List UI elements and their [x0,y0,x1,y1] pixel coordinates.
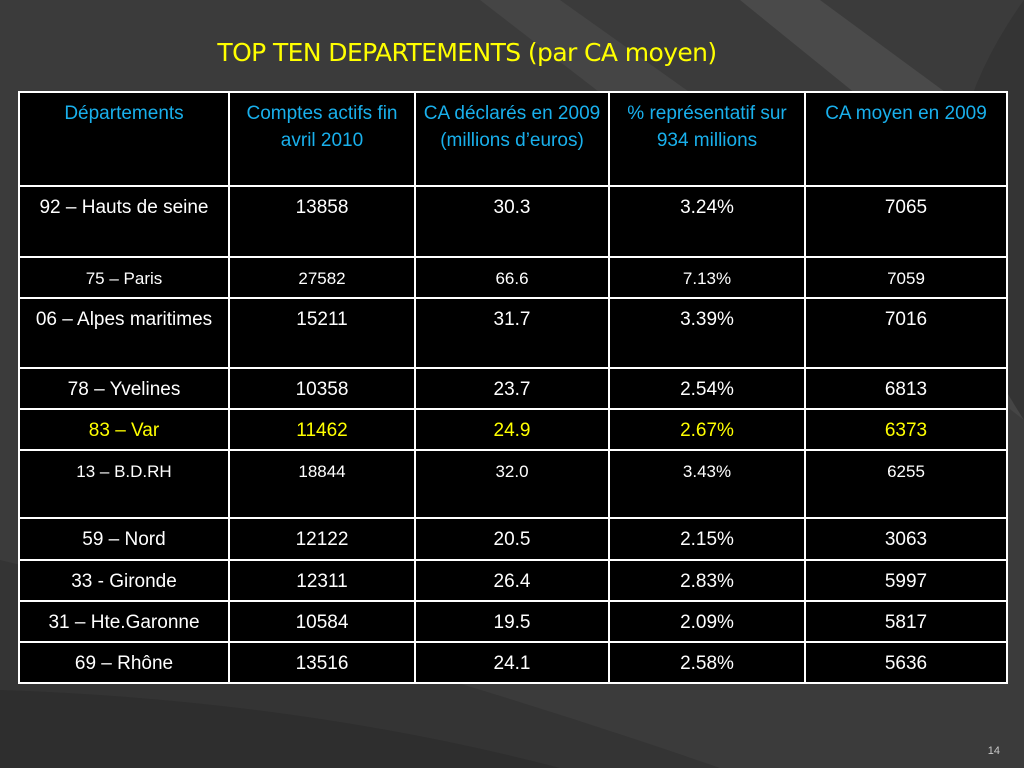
cell-pct: 7.13% [608,255,806,299]
cell-departement: 33 - Gironde [18,558,230,602]
table-row: 75 – Paris 27582 66.6 7.13% 7059 [18,255,1008,299]
cell-moyen: 5636 [804,640,1008,685]
table-row: 92 – Hauts de seine 13858 30.3 3.24% 706… [18,185,1008,258]
page-number: 14 [987,745,1000,757]
slide-title: TOP TEN DEPARTEMENTS (par CA moyen) [217,38,717,67]
cell-comptes: 18844 [228,449,416,520]
cell-ca: 24.1 [414,640,610,685]
table-row: 33 - Gironde 12311 26.4 2.83% 5997 [18,558,1008,602]
cell-departement: 78 – Yvelines [18,366,230,411]
cell-moyen: 6255 [804,449,1008,520]
cell-ca: 19.5 [414,599,610,643]
cell-comptes: 12311 [228,558,416,602]
table-row: 69 – Rhône 13516 24.1 2.58% 5636 [18,640,1008,685]
cell-moyen: 3063 [804,517,1008,561]
cell-pct: 3.39% [608,296,806,369]
table-row: 78 – Yvelines 10358 23.7 2.54% 6813 [18,366,1008,411]
cell-departement: 13 – B.D.RH [18,449,230,520]
cell-pct: 2.67% [608,408,806,452]
column-header-ca-declares: CA déclarés en 2009 (millions d’euros) [414,90,610,188]
cell-departement: 75 – Paris [18,255,230,299]
cell-pct: 3.24% [608,185,806,258]
cell-pct: 2.15% [608,517,806,561]
cell-pct: 2.09% [608,599,806,643]
cell-moyen: 7016 [804,296,1008,369]
cell-departement: 31 – Hte.Garonne [18,599,230,643]
column-header-pct-representatif: % représentatif sur 934 millions [608,90,806,188]
cell-ca: 30.3 [414,185,610,258]
table-row: 59 – Nord 12122 20.5 2.15% 3063 [18,517,1008,561]
cell-moyen: 7059 [804,255,1008,299]
cell-comptes: 11462 [228,408,416,452]
cell-pct: 3.43% [608,449,806,520]
table-row: 31 – Hte.Garonne 10584 19.5 2.09% 5817 [18,599,1008,643]
table-row: 13 – B.D.RH 18844 32.0 3.43% 6255 [18,449,1008,520]
cell-moyen: 6813 [804,366,1008,411]
table-row-highlighted: 83 – Var 11462 24.9 2.67% 6373 [18,408,1008,452]
cell-departement: 92 – Hauts de seine [18,185,230,258]
cell-comptes: 27582 [228,255,416,299]
cell-pct: 2.58% [608,640,806,685]
cell-pct: 2.83% [608,558,806,602]
cell-ca: 32.0 [414,449,610,520]
cell-ca: 26.4 [414,558,610,602]
cell-moyen: 6373 [804,408,1008,452]
cell-ca: 24.9 [414,408,610,452]
cell-ca: 23.7 [414,366,610,411]
cell-moyen: 5997 [804,558,1008,602]
table-header-row: Départements Comptes actifs fin avril 20… [18,90,1008,188]
cell-departement: 69 – Rhône [18,640,230,685]
table-row: 06 – Alpes maritimes 15211 31.7 3.39% 70… [18,296,1008,369]
column-header-departements: Départements [18,90,230,188]
cell-comptes: 10584 [228,599,416,643]
cell-departement: 83 – Var [18,408,230,452]
column-header-comptes-actifs: Comptes actifs fin avril 2010 [228,90,416,188]
cell-moyen: 5817 [804,599,1008,643]
cell-departement: 06 – Alpes maritimes [18,296,230,369]
cell-departement: 59 – Nord [18,517,230,561]
column-header-ca-moyen: CA moyen en 2009 [804,90,1008,188]
cell-ca: 66.6 [414,255,610,299]
cell-comptes: 13858 [228,185,416,258]
cell-pct: 2.54% [608,366,806,411]
cell-comptes: 15211 [228,296,416,369]
cell-moyen: 7065 [804,185,1008,258]
cell-comptes: 10358 [228,366,416,411]
cell-comptes: 12122 [228,517,416,561]
cell-ca: 31.7 [414,296,610,369]
cell-comptes: 13516 [228,640,416,685]
cell-ca: 20.5 [414,517,610,561]
departements-table: Départements Comptes actifs fin avril 20… [18,90,1008,685]
